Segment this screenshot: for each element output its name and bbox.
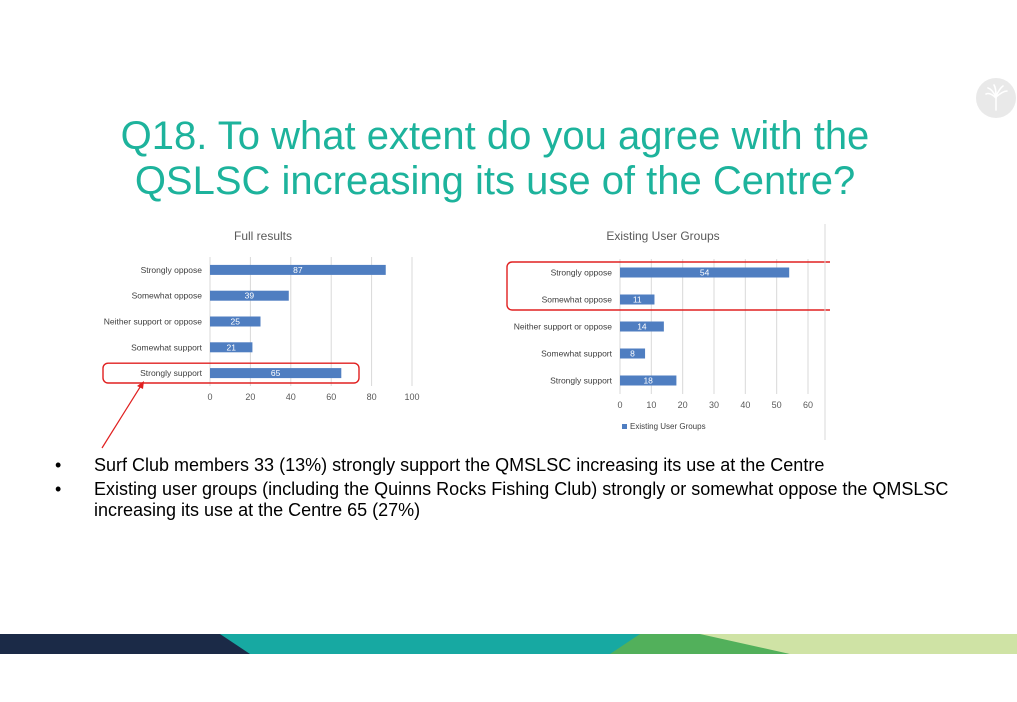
bullet-text: Surf Club members 33 (13%) strongly supp… xyxy=(94,455,825,475)
data-label: 87 xyxy=(293,265,303,275)
x-tick-label: 30 xyxy=(709,400,719,410)
bullet-item: • Existing user groups (including the Qui… xyxy=(0,479,1017,521)
x-tick-label: 60 xyxy=(803,400,813,410)
footer-band xyxy=(0,634,1017,654)
bar xyxy=(620,375,677,386)
y-category-label: Somewhat oppose xyxy=(132,291,203,301)
y-category-label: Somewhat support xyxy=(131,342,203,352)
slide-title-line-2: QSLSC increasing its use of the Centre? xyxy=(134,159,856,203)
x-tick-label: 100 xyxy=(404,392,419,402)
data-label: 11 xyxy=(633,295,642,305)
bar xyxy=(620,321,664,332)
bar xyxy=(620,348,646,359)
x-tick-label: 80 xyxy=(367,392,377,402)
y-category-label: Strongly support xyxy=(140,368,203,378)
palm-leaf-icon xyxy=(985,84,1008,111)
y-category-label: Somewhat oppose xyxy=(542,295,613,305)
bar xyxy=(210,368,342,379)
x-tick-label: 20 xyxy=(678,400,688,410)
data-label: 18 xyxy=(643,376,653,386)
x-tick-label: 40 xyxy=(740,400,750,410)
chart-title: Full results xyxy=(234,229,292,243)
data-label: 21 xyxy=(226,342,236,352)
y-category-label: Neither support or oppose xyxy=(514,322,613,332)
data-label: 25 xyxy=(231,317,241,327)
highlight-box xyxy=(102,362,360,384)
data-label: 54 xyxy=(700,268,710,278)
existing-user-groups-chart: Existing User Groups 0 10 20 30 40 50 60 Strongl… xyxy=(506,224,830,440)
footer-teal-stripe xyxy=(215,634,640,654)
y-category-label: Neither support or oppose xyxy=(104,317,203,327)
logo xyxy=(976,78,1016,118)
slide-title: Q18. To what extent do you agree with th… xyxy=(60,114,930,204)
footer-navy-stripe xyxy=(0,634,250,654)
chart-title: Existing User Groups xyxy=(606,229,719,243)
x-tick-label: 40 xyxy=(286,392,296,402)
full-results-chart: Full results 0 20 40 60 80 100 Strongly oppose 8… xyxy=(102,229,420,402)
data-label: 8 xyxy=(630,349,635,359)
bar xyxy=(210,264,386,275)
slide-title-line-1: Q18. To what extent do you agree with th… xyxy=(120,114,870,158)
data-label: 14 xyxy=(637,322,647,332)
y-category-label: Strongly oppose xyxy=(551,268,613,278)
x-tick-label: 60 xyxy=(326,392,336,402)
highlight-box xyxy=(506,261,830,311)
y-category-label: Strongly oppose xyxy=(141,265,203,275)
bar xyxy=(210,290,289,301)
footer-lime-stripe xyxy=(640,634,1017,654)
bar xyxy=(210,342,253,353)
bar xyxy=(620,294,655,305)
bar xyxy=(620,267,790,278)
x-tick-label: 0 xyxy=(207,392,212,402)
bar xyxy=(210,316,261,327)
y-category-label: Somewhat support xyxy=(541,349,613,359)
legend-label: Existing User Groups xyxy=(630,422,706,431)
x-tick-label: 10 xyxy=(646,400,656,410)
data-label: 65 xyxy=(271,368,281,378)
x-tick-label: 0 xyxy=(617,400,622,410)
bullet-marker: • xyxy=(55,455,62,475)
y-category-label: Strongly support xyxy=(550,376,613,386)
legend-swatch xyxy=(622,424,627,429)
data-label: 39 xyxy=(245,291,255,301)
bullet-item: • Surf Club members 33 (13%) strongly sup… xyxy=(0,455,1017,476)
bullet-list: • Surf Club members 33 (13%) strongly sup… xyxy=(0,455,1017,524)
bullet-text: Existing user groups (including the Quin… xyxy=(94,479,949,520)
bullet-marker: • xyxy=(55,479,62,499)
x-tick-label: 20 xyxy=(245,392,255,402)
x-tick-label: 50 xyxy=(772,400,782,410)
